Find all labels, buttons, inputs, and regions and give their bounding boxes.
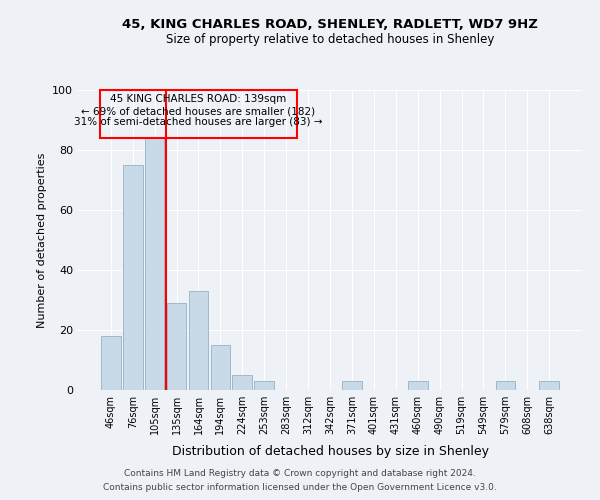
X-axis label: Distribution of detached houses by size in Shenley: Distribution of detached houses by size …	[172, 446, 488, 458]
Bar	[211, 345, 230, 390]
Bar	[101, 336, 121, 390]
Bar	[342, 381, 362, 390]
Bar	[232, 375, 252, 390]
Bar	[123, 165, 143, 390]
Bar	[496, 381, 515, 390]
Text: ← 69% of detached houses are smaller (182): ← 69% of detached houses are smaller (18…	[82, 106, 316, 117]
Text: 45 KING CHARLES ROAD: 139sqm: 45 KING CHARLES ROAD: 139sqm	[110, 94, 287, 104]
Bar	[254, 381, 274, 390]
Bar	[145, 138, 164, 390]
Y-axis label: Number of detached properties: Number of detached properties	[37, 152, 47, 328]
Text: Contains public sector information licensed under the Open Government Licence v3: Contains public sector information licen…	[103, 484, 497, 492]
Bar	[408, 381, 428, 390]
Bar	[167, 303, 187, 390]
Text: 45, KING CHARLES ROAD, SHENLEY, RADLETT, WD7 9HZ: 45, KING CHARLES ROAD, SHENLEY, RADLETT,…	[122, 18, 538, 30]
Bar	[188, 291, 208, 390]
Bar	[539, 381, 559, 390]
Text: 31% of semi-detached houses are larger (83) →: 31% of semi-detached houses are larger (…	[74, 117, 323, 127]
Text: Contains HM Land Registry data © Crown copyright and database right 2024.: Contains HM Land Registry data © Crown c…	[124, 468, 476, 477]
Text: Size of property relative to detached houses in Shenley: Size of property relative to detached ho…	[166, 32, 494, 46]
